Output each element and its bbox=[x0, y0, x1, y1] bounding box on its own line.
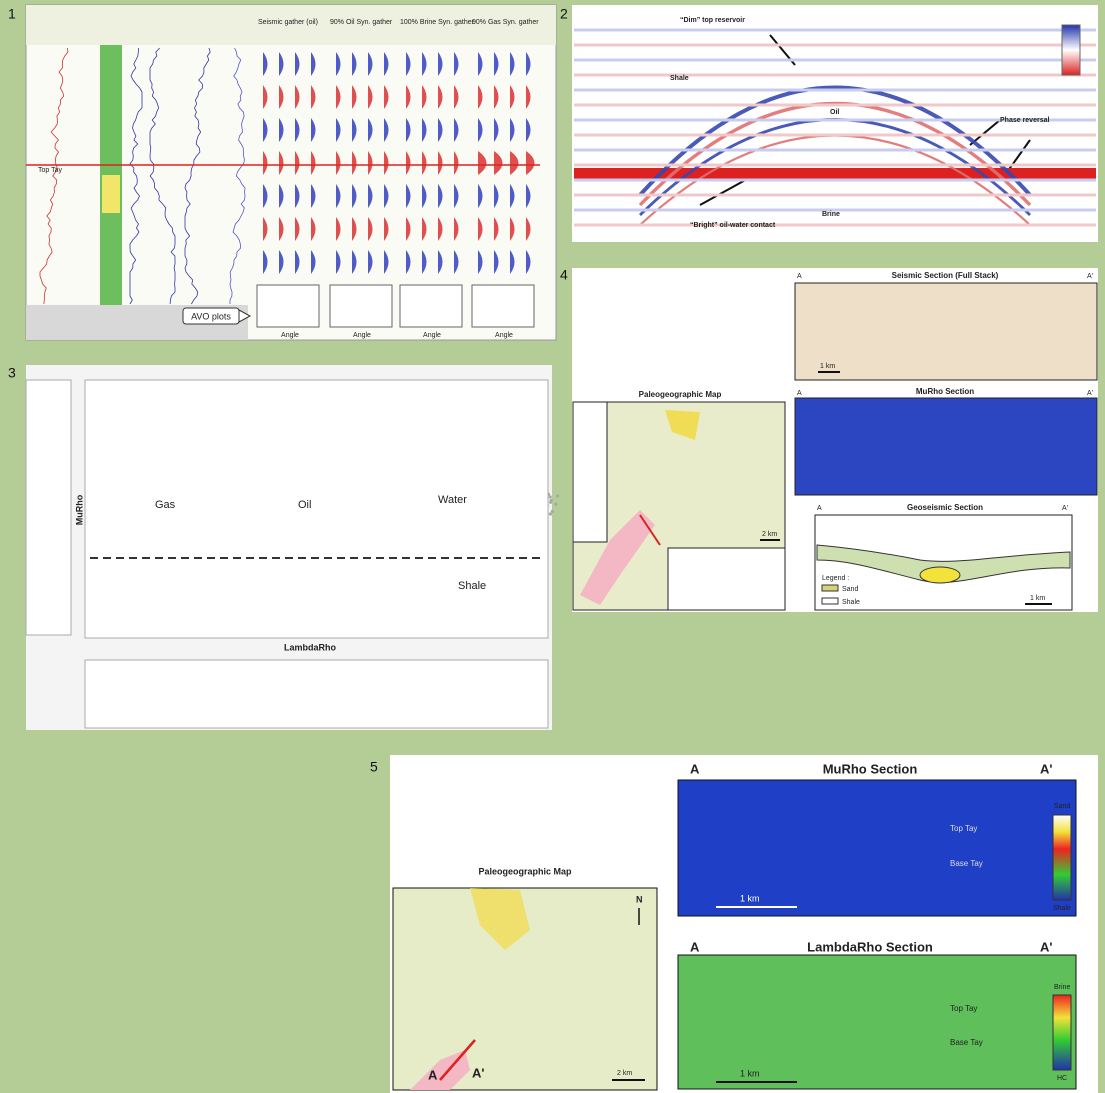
section-end: A' bbox=[1087, 273, 1093, 280]
seismic-image bbox=[795, 283, 1097, 380]
callout-label: AVO plots bbox=[191, 311, 231, 321]
section-title: MuRho Section bbox=[916, 387, 974, 396]
avo-plot bbox=[472, 285, 534, 327]
y-axis-label: MuRho bbox=[74, 494, 84, 525]
track-title: 100% Brine Syn. gather bbox=[400, 19, 475, 26]
section-end: A bbox=[817, 505, 822, 512]
reservoir-fill bbox=[102, 175, 120, 213]
section-title: Paleogeographic Map bbox=[639, 390, 722, 399]
axis-label: Angle bbox=[423, 332, 441, 339]
map-inset bbox=[573, 402, 607, 542]
color-bar-label: HC bbox=[1057, 1075, 1067, 1082]
section-end: A bbox=[690, 939, 700, 954]
track-title: 90% Gas Syn. gather bbox=[472, 19, 539, 26]
sand-body bbox=[920, 567, 960, 583]
scale-label: 2 km bbox=[762, 531, 777, 538]
panel-number: 2 bbox=[560, 6, 568, 22]
scale-label: 1 km bbox=[820, 363, 835, 370]
legend-swatch bbox=[822, 585, 838, 591]
side-histogram bbox=[26, 380, 71, 635]
section-end: A' bbox=[1040, 761, 1052, 776]
panel-3: Gas Oil Water Shale MuRho LambdaRho bbox=[26, 365, 559, 730]
histogram-area bbox=[85, 660, 548, 728]
point bbox=[549, 512, 552, 515]
map-inset bbox=[668, 548, 785, 610]
section-title: Seismic Section (Full Stack) bbox=[892, 271, 999, 280]
figure: 1 2 3 4 5 Top Tay Seismic gather (oil) 9… bbox=[0, 0, 1105, 1093]
axis-label: Angle bbox=[281, 332, 299, 339]
section-end: A' bbox=[1062, 505, 1068, 512]
cluster-label: Shale bbox=[458, 580, 486, 592]
section-title: MuRho Section bbox=[823, 761, 918, 776]
panel-1: Top Tay Seismic gather (oil) 90% Oil Syn… bbox=[26, 5, 556, 340]
color-bar bbox=[1053, 995, 1071, 1070]
section-end: A bbox=[797, 273, 802, 280]
legend-title: Legend : bbox=[822, 575, 849, 582]
cluster-label: Oil bbox=[298, 499, 311, 511]
annotation: “Dim” top reservoir bbox=[680, 17, 745, 24]
horizon-label: Base Tay bbox=[950, 859, 983, 868]
section-title: Paleogeographic Map bbox=[478, 866, 572, 876]
annotation: “Bright” oil-water contact bbox=[690, 222, 776, 229]
section-title: LambdaRho Section bbox=[807, 939, 933, 954]
scale-label: 1 km bbox=[740, 1068, 760, 1078]
axis-label: Angle bbox=[495, 332, 513, 339]
north-label: N bbox=[636, 894, 643, 904]
horizon-label: Top Tay bbox=[950, 824, 977, 833]
panel-2: “Dim” top reservoir Shale Oil Phase reve… bbox=[572, 5, 1098, 242]
color-bar bbox=[1053, 815, 1071, 900]
panel-5: Paleogeographic Map MuRho Section Lambda… bbox=[390, 755, 1098, 1093]
murho-image bbox=[795, 398, 1097, 495]
color-bar bbox=[1062, 25, 1080, 75]
section-end: A' bbox=[1040, 939, 1052, 954]
point bbox=[554, 503, 557, 506]
panel-number: 1 bbox=[8, 6, 16, 22]
color-bar-label: Sand bbox=[1054, 803, 1070, 810]
legend-label: Shale bbox=[842, 599, 860, 606]
legend-label: Sand bbox=[842, 586, 858, 593]
point bbox=[550, 499, 553, 502]
panel-4: Seismic Section (Full Stack) Paleogeogra… bbox=[572, 268, 1098, 612]
lambdarho-image bbox=[678, 955, 1076, 1089]
track-title: 90% Oil Syn. gather bbox=[330, 19, 393, 26]
murho-image bbox=[678, 780, 1076, 916]
annotation: Shale bbox=[670, 75, 689, 82]
panel-number: 3 bbox=[8, 365, 16, 381]
scale-label: 2 km bbox=[617, 1070, 632, 1077]
annotation: Oil bbox=[830, 109, 839, 116]
avo-plot bbox=[330, 285, 392, 327]
scale-label: 1 km bbox=[740, 893, 760, 903]
color-bar-label: Brine bbox=[1054, 984, 1070, 991]
scale-label: 1 km bbox=[1030, 595, 1045, 602]
map-point: A' bbox=[472, 1065, 484, 1080]
legend-swatch bbox=[822, 598, 838, 604]
point bbox=[551, 510, 554, 513]
section-end: A bbox=[690, 761, 700, 776]
map-point: A bbox=[428, 1067, 438, 1082]
x-axis-label: LambdaRho bbox=[284, 642, 337, 652]
avo-plot bbox=[257, 285, 319, 327]
section-end: A bbox=[797, 390, 802, 397]
annotation: Brine bbox=[822, 211, 840, 218]
axis-label: Angle bbox=[353, 332, 371, 339]
horizon-label: Top Tay bbox=[38, 167, 62, 174]
panel-number: 5 bbox=[370, 759, 378, 775]
section-end: A' bbox=[1087, 390, 1093, 397]
horizon-label: Base Tay bbox=[950, 1038, 983, 1047]
color-bar-label: Shale bbox=[1053, 905, 1071, 912]
cluster-label: Gas bbox=[155, 499, 176, 511]
contact bbox=[574, 168, 1096, 180]
track-title: Seismic gather (oil) bbox=[258, 19, 318, 26]
avo-plot bbox=[400, 285, 462, 327]
section-title: Geoseismic Section bbox=[907, 503, 983, 512]
horizon-label: Top Tay bbox=[950, 1004, 977, 1013]
point bbox=[556, 494, 559, 497]
panel-number: 4 bbox=[560, 267, 568, 283]
annotation: Phase reversal bbox=[1000, 117, 1049, 124]
cluster-label: Water bbox=[438, 494, 467, 506]
point bbox=[549, 495, 552, 498]
